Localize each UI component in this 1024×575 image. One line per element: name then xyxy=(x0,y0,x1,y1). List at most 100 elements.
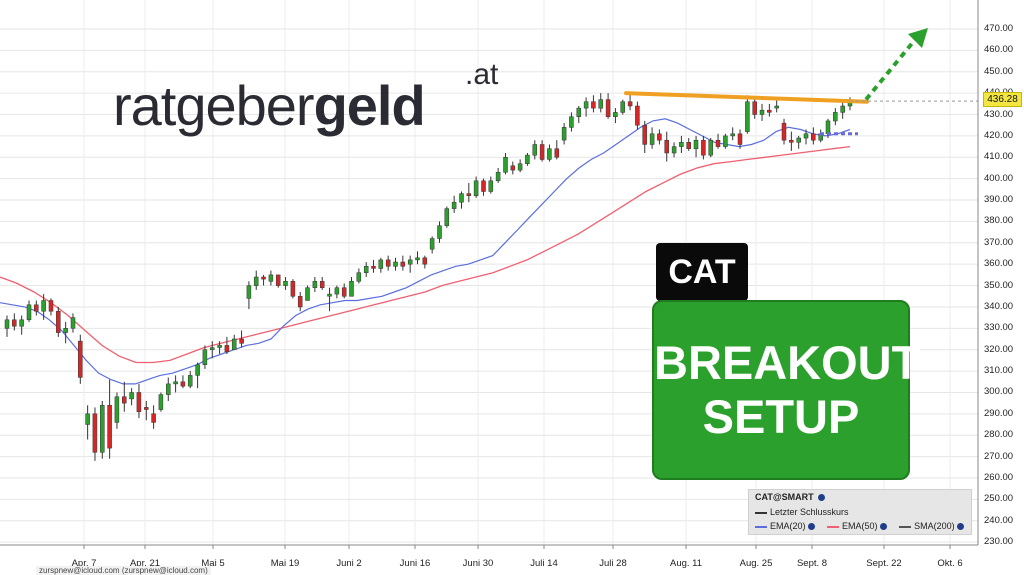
ema50-toggle-icon[interactable] xyxy=(879,523,887,531)
candle-body xyxy=(327,293,332,297)
candle xyxy=(122,381,127,412)
candle-body xyxy=(114,396,120,423)
candle xyxy=(253,270,259,290)
x-tick-label: Aug. 11 xyxy=(669,558,703,569)
candle-body xyxy=(488,180,494,192)
candle-body xyxy=(532,144,538,156)
candle xyxy=(730,127,735,141)
logo-tld: .at xyxy=(465,58,499,91)
candle-body xyxy=(569,116,574,128)
candle xyxy=(363,262,369,278)
candle-body xyxy=(583,101,589,109)
candle xyxy=(774,99,779,113)
x-tick-label: Juli 14 xyxy=(530,558,558,569)
candle-body xyxy=(231,338,237,350)
y-tick-label: 280.00 xyxy=(984,429,1014,441)
candle xyxy=(583,97,589,117)
candle-body xyxy=(12,319,17,327)
candle-body xyxy=(591,101,596,109)
y-tick-label: 320.00 xyxy=(984,343,1014,355)
candle-body xyxy=(261,276,266,280)
candle xyxy=(136,383,142,419)
candle-body xyxy=(715,139,721,147)
x-tick-label: Sept. 22 xyxy=(866,558,902,569)
candle-body xyxy=(26,304,32,321)
candle-body xyxy=(781,122,787,141)
candle xyxy=(78,334,83,384)
candle-body xyxy=(803,133,809,139)
candle xyxy=(437,221,442,243)
candle xyxy=(4,315,10,337)
candle xyxy=(319,277,325,290)
sma200-swatch xyxy=(899,525,912,528)
candle-body xyxy=(407,259,413,265)
candle xyxy=(503,153,508,175)
candle xyxy=(459,191,464,209)
legend-ema50: EMA(50) xyxy=(842,521,878,531)
watermark: zurspnew@icloud.com (zurspnew@icloud.com… xyxy=(36,566,211,575)
y-tick-label: 300.00 xyxy=(984,386,1014,398)
breakout-arrow-line xyxy=(864,38,917,101)
candle xyxy=(297,291,303,312)
candle-body xyxy=(796,137,801,143)
candle xyxy=(598,93,603,113)
candle-body xyxy=(473,180,479,197)
candle-body xyxy=(825,120,831,134)
candle-body xyxy=(510,165,516,171)
candle-body xyxy=(481,180,486,192)
candle xyxy=(752,97,757,119)
y-tick-label: 240.00 xyxy=(984,514,1014,526)
candle-body xyxy=(789,139,794,143)
candle xyxy=(466,182,472,203)
candle xyxy=(591,95,596,113)
logo: ratgebergeld .at xyxy=(113,60,498,134)
candle-body xyxy=(253,276,259,286)
candle-body xyxy=(246,285,252,299)
y-tick-label: 400.00 xyxy=(984,172,1014,184)
candle-body xyxy=(319,281,325,288)
candle-body xyxy=(649,133,655,145)
candle-body xyxy=(627,101,633,107)
candle xyxy=(429,236,435,254)
candle xyxy=(532,140,538,160)
candle xyxy=(48,298,54,316)
candle xyxy=(451,195,457,213)
candle-body xyxy=(85,413,90,425)
ema20-toggle-icon[interactable] xyxy=(807,523,815,531)
candle xyxy=(283,277,288,290)
candle-body xyxy=(759,109,765,115)
ema20-swatch xyxy=(755,525,767,528)
candle-body xyxy=(833,112,838,122)
candle-body xyxy=(356,272,362,282)
candle-body xyxy=(363,266,369,273)
ema50-line xyxy=(0,145,851,364)
candle-body xyxy=(385,259,391,267)
candle-body xyxy=(173,381,178,385)
sma200-toggle-icon[interactable] xyxy=(956,523,964,531)
candle-body xyxy=(209,347,215,350)
candle-body xyxy=(129,392,134,400)
x-tick-label: Apr. 21 xyxy=(129,558,161,569)
candle-body xyxy=(723,135,728,147)
candlesticks xyxy=(4,93,853,461)
candle xyxy=(400,255,406,271)
candle xyxy=(723,133,728,149)
y-tick-label: 370.00 xyxy=(984,236,1014,248)
candle xyxy=(209,341,215,359)
candle xyxy=(605,93,611,119)
legend-toggle-icon[interactable] xyxy=(818,494,826,502)
candle-body xyxy=(224,345,230,353)
y-tick-label: 340.00 xyxy=(984,300,1014,312)
candle-body xyxy=(195,364,200,376)
candle xyxy=(56,306,61,337)
candle-body xyxy=(349,281,354,297)
candle-body xyxy=(92,413,98,453)
candle-body xyxy=(415,257,420,261)
candle xyxy=(305,285,310,301)
candle-body xyxy=(451,201,457,209)
candle xyxy=(268,270,274,286)
candle-body xyxy=(34,304,39,312)
candle xyxy=(202,345,208,369)
candle xyxy=(635,101,640,130)
candle-body xyxy=(679,142,684,147)
